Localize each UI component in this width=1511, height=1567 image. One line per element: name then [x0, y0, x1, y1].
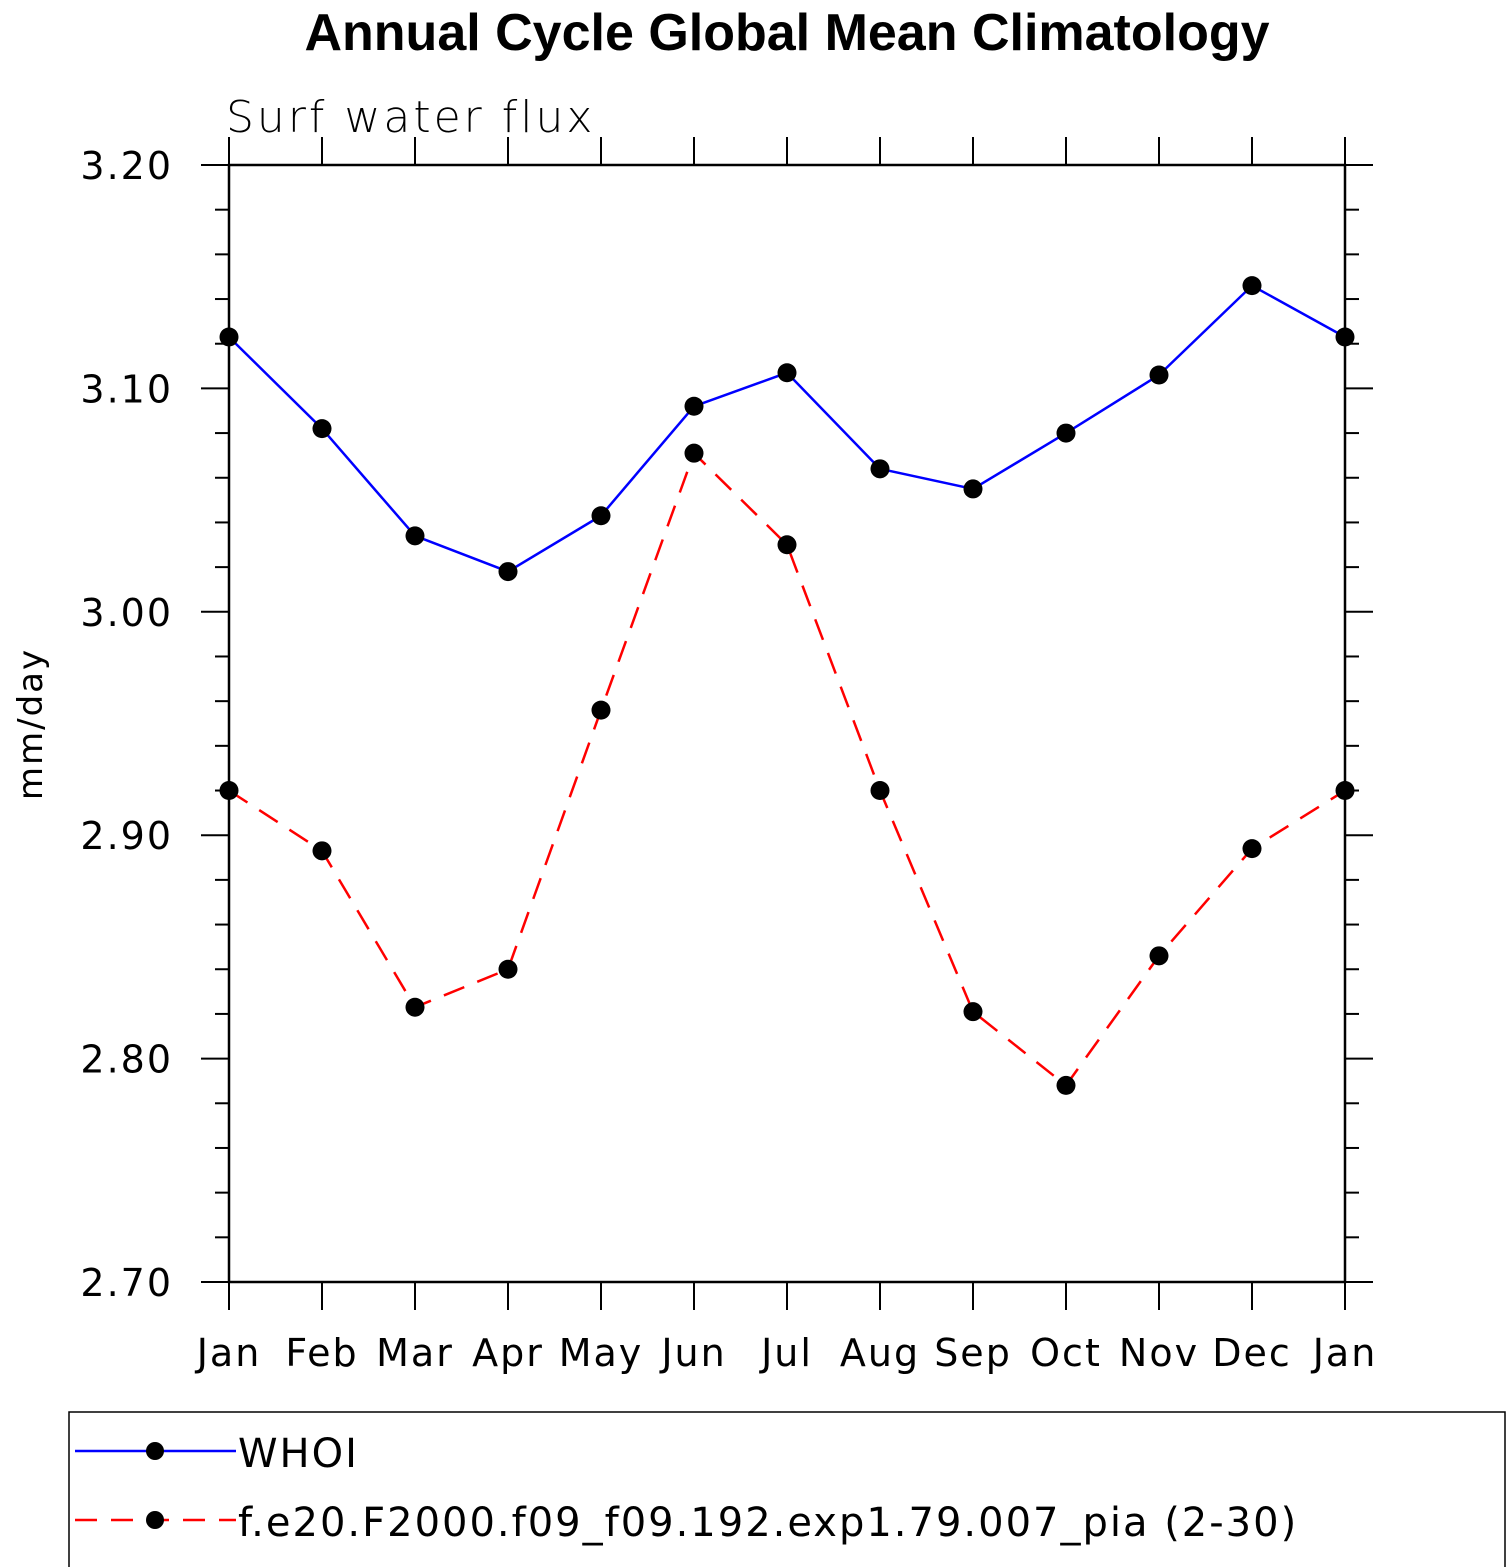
x-tick-label: May	[559, 1331, 644, 1375]
x-tick-label: Mar	[376, 1331, 454, 1375]
legend-item-whoi: WHOI	[75, 1431, 359, 1477]
x-tick-label: Jan	[195, 1331, 262, 1375]
x-tick-label: Feb	[285, 1331, 358, 1375]
series-1-point	[591, 700, 611, 720]
series-line-0	[228, 284, 1346, 573]
series-0-point	[1149, 365, 1169, 385]
x-tick-label: Apr	[472, 1331, 544, 1375]
legend-item-model: f.e20.F2000.f09_f09.192.exp1.79.007_pia …	[75, 1500, 1298, 1546]
y-tick-label: 2.70	[80, 1261, 173, 1305]
y-tick-label: 3.10	[80, 367, 173, 411]
chart-title: Annual Cycle Global Mean Climatology	[304, 4, 1269, 62]
legend-box	[68, 1411, 1506, 1567]
series-1-point	[312, 841, 332, 861]
series-0-point	[777, 363, 797, 383]
x-tick-label: Oct	[1030, 1331, 1102, 1375]
series-0-point	[1335, 327, 1355, 347]
series-1-point	[1335, 781, 1355, 801]
legend-marker-whoi	[146, 1442, 164, 1460]
x-tick-label: Jan	[1311, 1331, 1378, 1375]
series-0-point	[219, 327, 239, 347]
x-tick-label: Nov	[1119, 1331, 1199, 1375]
y-axis-label: mm/day	[11, 648, 51, 800]
axes: 3.20 3.10 3.00 2.90 2.80 2.70 Jan Feb Mar Apr May J…	[80, 137, 1378, 1375]
y-tick-label: 3.00	[80, 591, 173, 635]
series-1-point	[1242, 839, 1262, 859]
x-tick-label: Dec	[1212, 1331, 1292, 1375]
chart-subtitle: Surf water flux	[226, 92, 595, 143]
x-tick-label: Aug	[840, 1331, 920, 1375]
plot-frame	[227, 163, 1347, 1284]
series-0-point	[591, 506, 611, 526]
legend-label-model: f.e20.F2000.f09_f09.192.exp1.79.007_pia …	[238, 1500, 1298, 1546]
series-0-point	[963, 479, 983, 499]
series-0-point	[1056, 423, 1076, 443]
series-1-point	[684, 443, 704, 463]
legend-marker-model	[146, 1511, 164, 1529]
series-1-point	[870, 781, 890, 801]
y-tick-label: 2.80	[80, 1038, 173, 1082]
legend-label-whoi: WHOI	[238, 1431, 359, 1477]
x-tick-label: Jul	[759, 1331, 813, 1375]
y-tick-label: 3.20	[80, 144, 173, 188]
series-1-point	[219, 781, 239, 801]
series-0-point	[405, 526, 425, 546]
series-1-point	[777, 535, 797, 555]
series-1-point	[498, 959, 518, 979]
series-1-point	[1056, 1075, 1076, 1095]
x-tick-label: Jun	[659, 1331, 726, 1375]
series-0-point	[498, 562, 518, 582]
series-0-point	[684, 396, 704, 416]
x-tick-label: Sep	[934, 1331, 1012, 1375]
series-layer	[219, 276, 1355, 1095]
y-tick-label: 2.90	[80, 814, 173, 858]
series-1-point	[1149, 946, 1169, 966]
series-0-point	[870, 459, 890, 479]
series-1-point	[405, 997, 425, 1017]
series-1-point	[963, 1002, 983, 1022]
series-0-point	[312, 419, 332, 439]
series-0-point	[1242, 276, 1262, 296]
